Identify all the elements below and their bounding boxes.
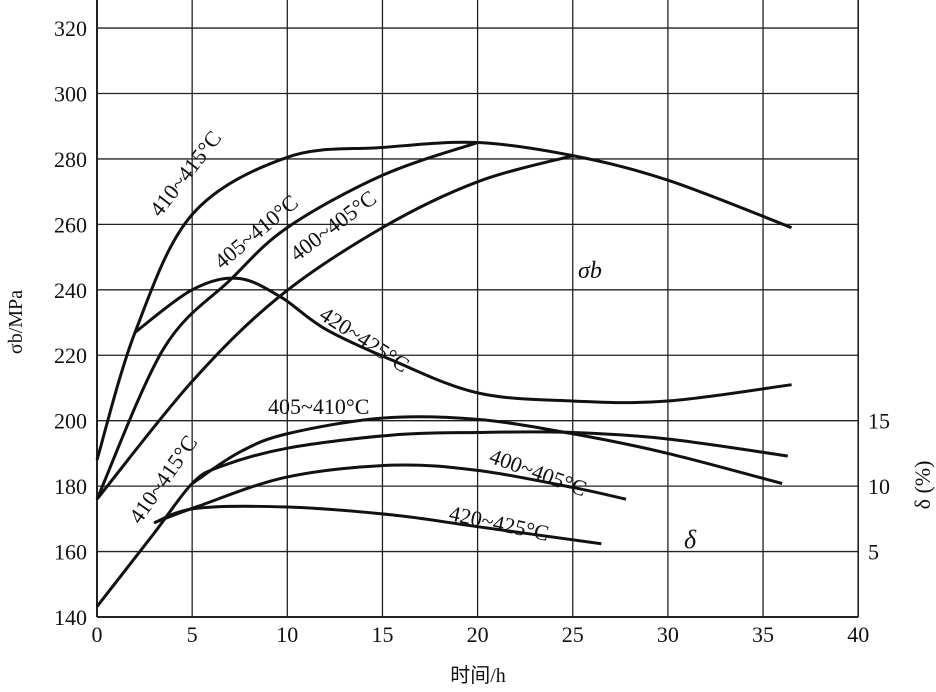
x-tick-label: 35	[752, 622, 774, 647]
y-tick-label: 200	[54, 409, 87, 434]
x-tick-label: 25	[562, 622, 584, 647]
sigma-curve-label: 405~410°C	[209, 190, 303, 274]
curves	[95, 140, 793, 608]
x-tick-label: 20	[467, 622, 489, 647]
delta-group-label: δ	[684, 525, 697, 554]
y-tick-label: 160	[54, 540, 87, 565]
sigma-curve-label: 420~425°C	[315, 301, 414, 377]
x-tick-label: 40	[847, 622, 869, 647]
delta-curve-label: 400~405°C	[486, 443, 590, 501]
y-tick-label: 260	[54, 212, 87, 237]
y-tick-label: 140	[54, 605, 87, 630]
delta-curve	[153, 463, 627, 525]
sigma-curve	[134, 276, 792, 405]
y-tick-label: 180	[54, 474, 87, 499]
x-tick-label: 5	[187, 622, 198, 647]
tick-labels: 0 5 10 15 20 25 30 35 40 140 160 180 200 220 240 260 280…	[54, 16, 890, 647]
delta-curve-label: 420~425°C	[447, 500, 551, 546]
delta-curve	[191, 415, 783, 485]
y-right-tick-label: 10	[868, 474, 890, 499]
sigma-curve-label: 410~415°C	[144, 126, 226, 221]
y-tick-label: 320	[54, 16, 87, 41]
y-right-tick-label: 15	[868, 409, 890, 434]
y-tick-label: 240	[54, 278, 87, 303]
delta-curve	[95, 430, 788, 608]
x-axis-label: 时间/h	[450, 664, 506, 687]
y-tick-label: 280	[54, 147, 87, 172]
delta-curve-label: 410~415°C	[124, 430, 203, 527]
sigma-curve-label: 400~405°C	[285, 185, 381, 266]
sigma-group-label: σb	[578, 258, 602, 284]
y-tick-label: 220	[54, 343, 87, 368]
x-tick-label: 0	[92, 622, 103, 647]
delta-curve	[153, 504, 602, 546]
x-tick-label: 10	[276, 622, 298, 647]
sigma-curve	[95, 141, 479, 500]
y-tick-label: 300	[54, 81, 87, 106]
y-axis-label: σb/MPa	[5, 290, 27, 354]
y-right-tick-label: 5	[868, 540, 879, 565]
y-right-axis-label: δ (%)	[910, 461, 935, 510]
sigma-curve	[95, 154, 574, 501]
x-tick-label: 30	[657, 622, 679, 647]
delta-curve-label: 405~410°C	[268, 394, 369, 419]
sigma-curve	[95, 140, 793, 461]
x-tick-label: 15	[371, 622, 393, 647]
